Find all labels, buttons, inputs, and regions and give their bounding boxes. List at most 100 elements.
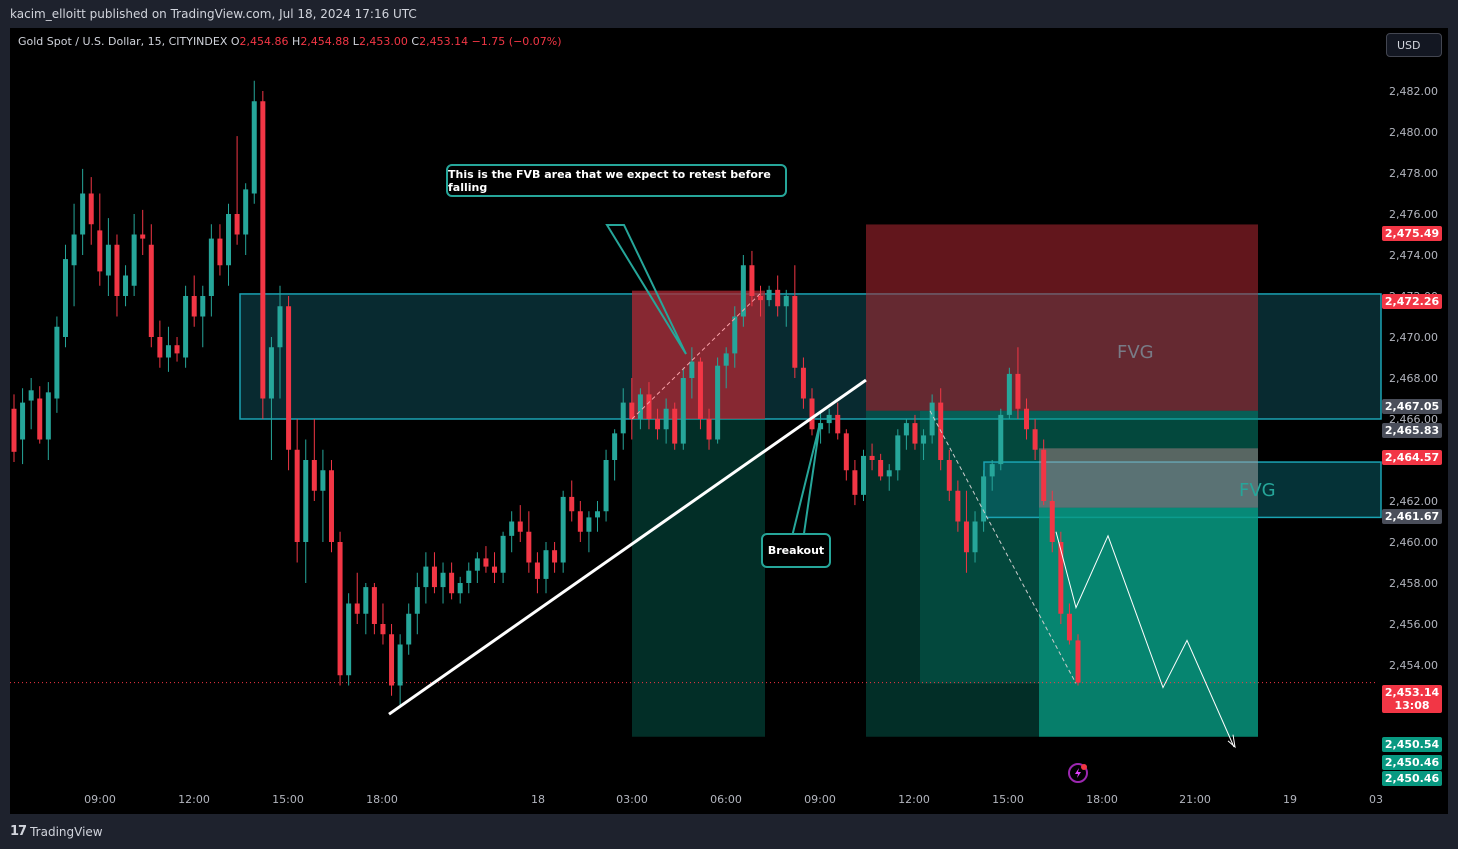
candle	[998, 408, 1004, 471]
callout-fvb-pointer	[605, 224, 687, 355]
candle	[1066, 603, 1072, 645]
open-value: 2,454.86	[239, 35, 289, 48]
candle-body	[243, 189, 249, 235]
candle	[706, 408, 712, 450]
candle	[191, 275, 197, 327]
x-tick-label: 15:00	[272, 793, 304, 806]
price-chart[interactable]: 2,482.00 2,480.00 2,478.00 2,476.00 2,474.00…	[10, 28, 1448, 814]
candle-body	[594, 511, 600, 518]
risk-line-left	[631, 291, 763, 420]
low-label: L	[352, 35, 359, 48]
x-axis[interactable]: 09:00 12:00 15:00 18:00 18 03:00 06:00 09:00 12:…	[84, 793, 1383, 806]
candle-body	[646, 394, 652, 419]
candle	[715, 357, 721, 444]
price-badge-text: 2,453.14	[1385, 686, 1440, 699]
x-tick-label: 12:00	[898, 793, 930, 806]
candle	[543, 542, 549, 594]
y-tick-label: 2,482.00	[1389, 85, 1438, 98]
candle	[363, 583, 369, 635]
candle-body	[543, 550, 549, 579]
candle	[97, 193, 103, 286]
candle-body	[655, 419, 661, 430]
price-badge: 2,472.26	[1382, 294, 1442, 309]
y-tick-label: 2,474.00	[1389, 249, 1438, 262]
candle	[766, 285, 772, 307]
candle-body	[569, 496, 575, 512]
candle	[1058, 531, 1064, 624]
candle	[406, 603, 412, 655]
tradingview-logo[interactable]: 17 TradingView	[10, 824, 103, 839]
lightning-icon[interactable]	[1068, 763, 1088, 783]
y-tick-label: 2,476.00	[1389, 208, 1438, 221]
x-tick-label: 18:00	[1086, 793, 1118, 806]
candle	[903, 419, 909, 450]
candle	[749, 250, 755, 307]
candle-body	[517, 521, 523, 532]
currency-button[interactable]: USD	[1386, 33, 1442, 57]
x-tick-label: 12:00	[178, 793, 210, 806]
callout-fvb[interactable]: This is the FVB area that we expect to r…	[446, 164, 787, 197]
stop-zone-small	[1039, 448, 1258, 508]
candle	[569, 480, 575, 522]
candle	[981, 470, 987, 532]
price-badge-bg	[1382, 423, 1442, 438]
candle-body	[1024, 408, 1030, 430]
candle-body	[1032, 429, 1038, 450]
candle-body	[749, 265, 755, 296]
price-badge-bg	[1382, 294, 1442, 309]
candle	[629, 378, 635, 440]
candle-body	[71, 234, 77, 266]
candle	[457, 576, 463, 604]
candle-body	[449, 572, 455, 594]
high-value: 2,454.88	[300, 35, 350, 48]
candle-body	[363, 587, 369, 614]
candle	[483, 546, 489, 573]
footer: 17 TradingView	[0, 814, 1458, 849]
candle-body	[946, 460, 952, 491]
candle-body	[251, 101, 257, 194]
risk-line-right	[929, 410, 1077, 684]
price-badge-bg	[1382, 450, 1442, 465]
candle-body	[878, 460, 884, 477]
candle-body	[1049, 501, 1055, 542]
x-tick-label: 18	[531, 793, 545, 806]
candle-body	[758, 296, 764, 301]
candle-body	[140, 234, 146, 239]
candle-body	[45, 392, 51, 440]
candle-body	[869, 455, 875, 460]
publish-header: kacim_elloitt published on TradingView.c…	[0, 0, 1458, 28]
y-tick-label: 2,456.00	[1389, 618, 1438, 631]
candle	[354, 572, 360, 624]
candle-body	[423, 566, 429, 588]
candle-body	[474, 558, 480, 571]
candle	[1015, 347, 1021, 419]
candle	[818, 412, 824, 444]
candle	[45, 382, 51, 460]
candle-body	[320, 470, 326, 491]
candle-body	[998, 414, 1004, 465]
callout-breakout[interactable]: Breakout	[761, 533, 831, 568]
y-tick-label: 2,462.00	[1389, 495, 1438, 508]
candle	[860, 449, 866, 501]
candle-body	[328, 470, 334, 542]
candle	[449, 562, 455, 600]
candle	[552, 542, 558, 573]
candle	[105, 218, 111, 296]
candle-body	[963, 521, 969, 553]
candle-body	[286, 306, 292, 450]
candle-body	[552, 550, 558, 563]
candle-body	[114, 244, 120, 296]
candle	[517, 505, 523, 542]
candle-body	[294, 449, 300, 542]
price-badge-bg	[1382, 737, 1442, 752]
trend-line	[388, 378, 867, 716]
candle-body	[852, 470, 858, 495]
candle-body	[62, 259, 68, 337]
candle	[28, 378, 34, 430]
candle	[431, 552, 437, 594]
symbol-name[interactable]: Gold Spot / U.S. Dollar, 15, CITYINDEX	[18, 35, 228, 48]
candle-body	[268, 347, 274, 399]
candle-body	[1075, 640, 1081, 683]
price-badge-text: 2,467.05	[1385, 400, 1439, 413]
candle	[294, 419, 300, 563]
